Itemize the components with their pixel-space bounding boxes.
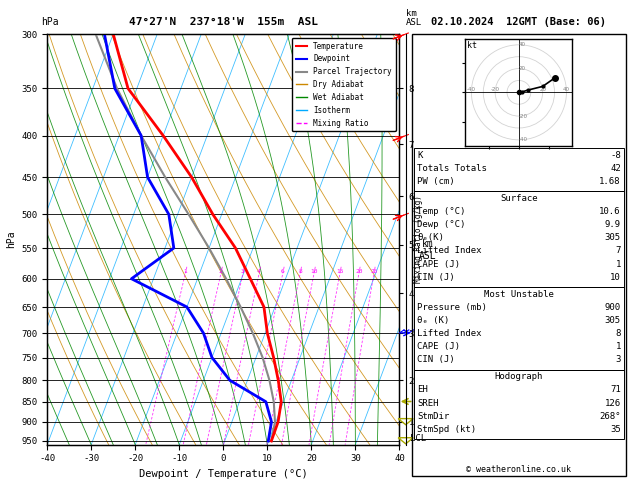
Text: Surface: Surface [500,194,538,203]
Text: CIN (J): CIN (J) [417,355,455,364]
Text: 1: 1 [615,342,621,351]
Text: StmDir: StmDir [417,412,449,421]
Text: 1: 1 [615,260,621,269]
Text: 6: 6 [281,269,284,274]
Text: -40: -40 [467,87,476,92]
Text: hPa: hPa [41,17,58,27]
Text: CIN (J): CIN (J) [417,273,455,282]
Text: 42: 42 [610,164,621,173]
Text: 7: 7 [615,246,621,256]
Y-axis label: km
ASL: km ASL [419,239,437,261]
Text: LCL: LCL [410,434,426,443]
Text: 9.9: 9.9 [604,220,621,229]
Text: 3: 3 [241,269,245,274]
Text: -8: -8 [610,151,621,160]
Text: -20: -20 [519,114,528,119]
Text: © weatheronline.co.uk: © weatheronline.co.uk [467,465,571,474]
Text: 1: 1 [183,269,187,274]
Text: θₑ (K): θₑ (K) [417,316,449,325]
Text: 15: 15 [336,269,343,274]
Text: -20: -20 [491,87,499,92]
Text: PW (cm): PW (cm) [417,177,455,186]
Text: Dewp (°C): Dewp (°C) [417,220,465,229]
Text: 3: 3 [615,355,621,364]
Text: 25: 25 [370,269,377,274]
Text: 10: 10 [310,269,318,274]
Text: StmSpd (kt): StmSpd (kt) [417,425,476,434]
Text: Lifted Index: Lifted Index [417,329,482,338]
Text: Mixing Ratio (g/kg): Mixing Ratio (g/kg) [414,195,423,283]
Y-axis label: hPa: hPa [6,230,16,248]
Text: 1.68: 1.68 [599,177,621,186]
Text: Totals Totals: Totals Totals [417,164,487,173]
Legend: Temperature, Dewpoint, Parcel Trajectory, Dry Adiabat, Wet Adiabat, Isotherm, Mi: Temperature, Dewpoint, Parcel Trajectory… [292,38,396,131]
Text: 4: 4 [257,269,261,274]
Text: 35: 35 [610,425,621,434]
Text: 900: 900 [604,303,621,312]
Text: 40: 40 [563,87,570,92]
Text: CAPE (J): CAPE (J) [417,342,460,351]
X-axis label: Dewpoint / Temperature (°C): Dewpoint / Temperature (°C) [139,469,308,479]
Text: 20: 20 [519,66,526,71]
Text: -40: -40 [519,138,528,142]
Text: km
ASL: km ASL [406,9,422,27]
Text: 10: 10 [610,273,621,282]
Text: SREH: SREH [417,399,438,408]
Text: CAPE (J): CAPE (J) [417,260,460,269]
Text: 305: 305 [604,316,621,325]
Text: θₑ(K): θₑ(K) [417,233,444,243]
Text: 40: 40 [519,42,526,47]
Text: kt: kt [467,41,477,50]
Text: 47°27'N  237°18'W  155m  ASL: 47°27'N 237°18'W 155m ASL [129,17,318,27]
Text: 8: 8 [298,269,302,274]
Text: 268°: 268° [599,412,621,421]
Text: Temp (°C): Temp (°C) [417,207,465,216]
Text: K: K [417,151,423,160]
Text: 8: 8 [615,329,621,338]
Text: 126: 126 [604,399,621,408]
Text: 71: 71 [610,385,621,395]
Text: Lifted Index: Lifted Index [417,246,482,256]
Text: 305: 305 [604,233,621,243]
Text: 20: 20 [355,269,362,274]
Text: 20: 20 [539,87,546,92]
Text: Hodograph: Hodograph [495,372,543,382]
Text: Pressure (mb): Pressure (mb) [417,303,487,312]
Text: Most Unstable: Most Unstable [484,290,554,299]
Text: 02.10.2024  12GMT (Base: 06): 02.10.2024 12GMT (Base: 06) [431,17,606,27]
Text: 2: 2 [219,269,223,274]
Text: 10.6: 10.6 [599,207,621,216]
Text: EH: EH [417,385,428,395]
